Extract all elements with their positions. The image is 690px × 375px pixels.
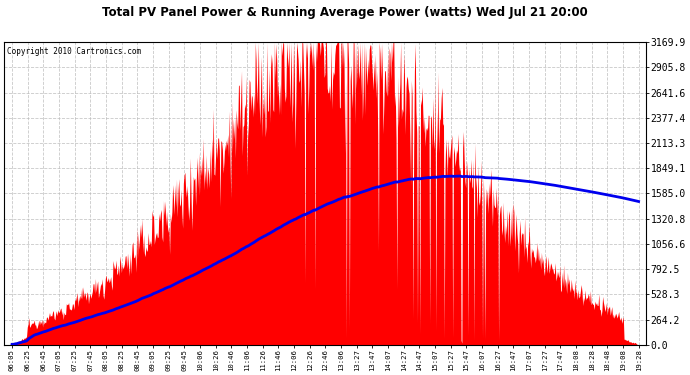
Text: Copyright 2010 Cartronics.com: Copyright 2010 Cartronics.com	[8, 47, 141, 56]
Text: Total PV Panel Power & Running Average Power (watts) Wed Jul 21 20:00: Total PV Panel Power & Running Average P…	[102, 6, 588, 19]
